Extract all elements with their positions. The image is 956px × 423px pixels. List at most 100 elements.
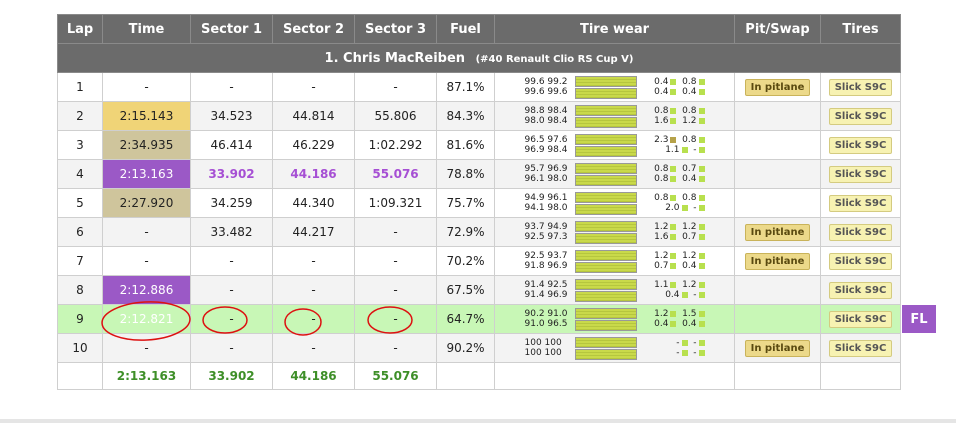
tire-compound-badge[interactable]: Slick S9C xyxy=(828,194,893,212)
col-lap: Lap xyxy=(57,14,103,44)
tire-compound-badge[interactable]: Slick S9C xyxy=(828,78,893,96)
wear-damage-value: 1.6 xyxy=(654,116,669,126)
wear-damage-value: - xyxy=(676,348,680,358)
tire-compound-badge[interactable]: Slick S9C xyxy=(828,136,893,154)
wear-indicator xyxy=(670,88,677,95)
wear-damage-value: 0.8 xyxy=(682,135,697,145)
wear-indicator xyxy=(670,194,677,201)
header-row: Lap Time Sector 1 Sector 2 Sector 3 Fuel… xyxy=(57,14,901,44)
wear-rear: 92.5 97.3 xyxy=(524,232,568,242)
wear-indicator xyxy=(698,194,705,201)
pit-badge[interactable]: In pitlane xyxy=(744,223,811,241)
pit-swap-cell: In pitlane xyxy=(734,72,821,102)
tire-wear-cell: 95.7 96.9 96.1 98.0 0.8 0.7 0.8 0.4 xyxy=(494,159,735,189)
wear-damage-value: 0.4 xyxy=(682,87,697,97)
tire-compound-badge[interactable]: Slick S9C xyxy=(828,165,893,183)
wear-damage-value: - xyxy=(693,338,697,348)
tire-compound-badge[interactable]: Slick S9C xyxy=(828,339,893,357)
tire-compound-badge[interactable]: Slick S9C xyxy=(828,281,893,299)
wear-indicator xyxy=(670,281,677,288)
wear-damage-value: - xyxy=(693,290,697,300)
tire-compound-badge[interactable]: Slick S9C xyxy=(828,107,893,125)
col-fuel: Fuel xyxy=(436,14,495,44)
wear-indicator xyxy=(698,146,705,153)
wear-damage-value: 1.6 xyxy=(654,232,669,242)
wear-rear: 100 100 xyxy=(524,348,562,358)
table-row: 5 2:27.920 34.259 44.340 1:09.321 75.7% 94.9 9… xyxy=(57,188,901,218)
wear-front: 96.5 97.6 xyxy=(524,135,568,145)
wear-indicator xyxy=(670,136,677,143)
wear-indicator xyxy=(698,281,705,288)
wear-indicator xyxy=(698,349,705,356)
tire-compound-badge[interactable]: Slick S9C xyxy=(828,252,893,270)
wear-bar-front xyxy=(574,249,637,261)
best-sector3: 55.076 xyxy=(354,362,437,390)
sector3-time: - xyxy=(354,304,437,334)
tire-compound-badge[interactable]: Slick S9C xyxy=(828,310,893,328)
wear-indicator xyxy=(698,78,705,85)
wear-damage-value: 0.7 xyxy=(654,261,669,271)
wear-indicator xyxy=(670,223,677,230)
wear-bar-rear xyxy=(574,203,637,215)
table-row: 1- - - -87.1% 99.6 99.2 99.6 99.6 0.4 0.8 0.4 0… xyxy=(57,72,901,102)
tires-cell: Slick S9C xyxy=(820,275,901,305)
wear-rear: 91.4 96.9 xyxy=(524,290,568,300)
wear-indicator xyxy=(698,88,705,95)
wear-damage-value: 2.3 xyxy=(654,135,669,145)
sector3-time: 1:09.321 xyxy=(354,188,437,218)
wear-rear: 91.8 96.9 xyxy=(524,261,568,271)
wear-rear: 96.9 98.4 xyxy=(524,145,568,155)
wear-bar-rear xyxy=(574,87,637,99)
tire-wear-cell: 98.8 98.4 98.0 98.4 0.8 0.8 1.6 1.2 xyxy=(494,101,735,131)
pit-badge[interactable]: In pitlane xyxy=(744,252,811,270)
sector2-time: 44.217 xyxy=(272,217,355,247)
tire-compound-badge[interactable]: Slick S9C xyxy=(828,223,893,241)
wear-bar-rear xyxy=(574,116,637,128)
wear-damage-value: 1.1 xyxy=(665,145,680,155)
table-row: 4 2:13.163 33.902 44.186 55.076 78.8% 95.7 96.… xyxy=(57,159,901,189)
wear-indicator xyxy=(681,204,688,211)
fuel-level: 87.1% xyxy=(436,72,495,102)
pit-badge[interactable]: In pitlane xyxy=(744,339,811,357)
tires-cell: Slick S9C xyxy=(820,159,901,189)
tire-wear-cell: 96.5 97.6 96.9 98.4 2.3 0.8 1.1 - xyxy=(494,130,735,160)
pit-badge[interactable]: In pitlane xyxy=(744,78,811,96)
sector3-time: - xyxy=(354,246,437,276)
fuel-level: 70.2% xyxy=(436,246,495,276)
wear-damage-value: 0.8 xyxy=(654,106,669,116)
lap-number: 3 xyxy=(57,130,103,160)
wear-bar-front xyxy=(574,75,637,87)
wear-indicator xyxy=(681,349,688,356)
wear-damage-value: 0.8 xyxy=(654,174,669,184)
wear-damage-value: - xyxy=(693,145,697,155)
sector3-time: - xyxy=(354,217,437,247)
sector1-time: - xyxy=(190,246,273,276)
wear-indicator xyxy=(670,107,677,114)
pit-swap-cell xyxy=(734,130,821,160)
col-sector1: Sector 1 xyxy=(190,14,273,44)
col-sector3: Sector 3 xyxy=(354,14,437,44)
wear-damage-value: 0.8 xyxy=(654,164,669,174)
wear-damage-value: 0.4 xyxy=(654,77,669,87)
pit-swap-cell: In pitlane xyxy=(734,217,821,247)
driver-name: 1. Chris MacReiben xyxy=(324,50,466,66)
wear-bar-rear xyxy=(574,145,637,157)
wear-indicator xyxy=(670,175,677,182)
fuel-level: 67.5% xyxy=(436,275,495,305)
lap-number: 6 xyxy=(57,217,103,247)
fuel-level: 72.9% xyxy=(436,217,495,247)
sector2-time: - xyxy=(272,246,355,276)
lap-time: 2:15.143 xyxy=(102,101,191,131)
fuel-level: 90.2% xyxy=(436,333,495,363)
wear-damage-value: - xyxy=(693,348,697,358)
pit-swap-cell xyxy=(734,188,821,218)
lap-time: 2:12.886 xyxy=(102,275,191,305)
wear-bar-rear xyxy=(574,261,637,273)
col-tire-wear: Tire wear xyxy=(494,14,735,44)
pit-swap-cell: In pitlane xyxy=(734,246,821,276)
table-row: 2 2:15.143 34.523 44.814 55.806 84.3% 98.8 98.… xyxy=(57,101,901,131)
col-sector2: Sector 2 xyxy=(272,14,355,44)
pit-swap-cell: In pitlane xyxy=(734,333,821,363)
wear-rear: 98.0 98.4 xyxy=(524,116,568,126)
sector1-time: 33.902 xyxy=(190,159,273,189)
